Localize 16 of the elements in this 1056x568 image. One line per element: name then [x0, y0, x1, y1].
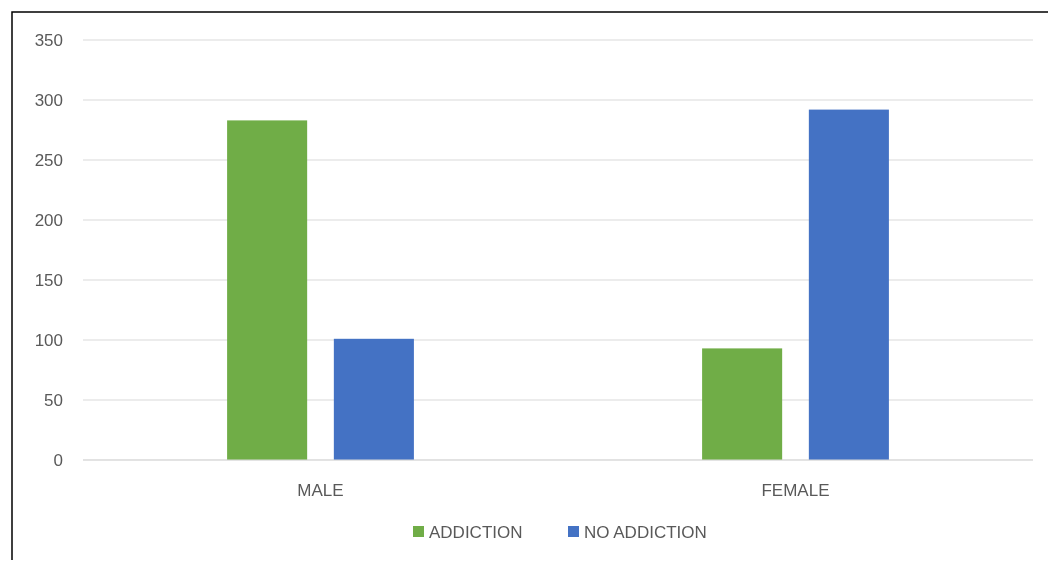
bar	[808, 109, 889, 460]
y-tick-label: 0	[53, 450, 63, 470]
y-tick-label: 150	[34, 270, 63, 290]
y-tick-label: 100	[34, 330, 63, 350]
y-tick-label: 200	[34, 210, 63, 230]
legend-label: ADDICTION	[429, 522, 523, 542]
y-tick-label: 350	[34, 30, 63, 50]
bar	[333, 338, 414, 460]
y-tick-label: 250	[34, 150, 63, 170]
x-tick-label: FEMALE	[761, 481, 830, 500]
bar	[227, 120, 308, 460]
x-tick-label: MALE	[297, 481, 344, 500]
bar	[702, 348, 783, 460]
y-tick-label: 300	[34, 90, 63, 110]
legend-label: NO ADDICTION	[584, 522, 707, 542]
y-tick-label: 50	[44, 390, 63, 410]
